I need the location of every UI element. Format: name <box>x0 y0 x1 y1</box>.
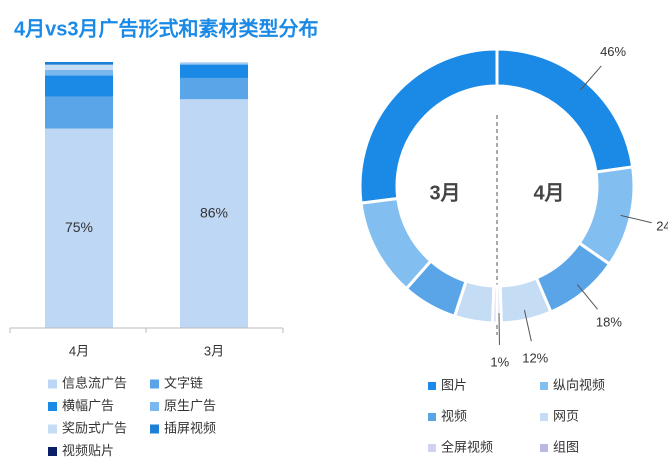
leader-line <box>579 65 602 91</box>
legend-marker <box>428 382 436 390</box>
legend-label: 视频贴片 <box>62 443 114 458</box>
leader-line <box>620 214 652 224</box>
donut-segment <box>495 284 503 325</box>
data-label: 12% <box>522 350 548 365</box>
legend-label: 奖励式广告 <box>62 420 127 435</box>
legend-label: 信息流广告 <box>62 375 127 390</box>
legend-marker <box>48 447 57 456</box>
bar-segment <box>180 63 248 65</box>
legend-marker <box>48 424 57 434</box>
legend-marker <box>540 444 548 452</box>
legend-label: 图片 <box>441 377 467 392</box>
legend-label: 组图 <box>553 439 579 454</box>
bar-segment <box>45 128 113 328</box>
bar-segment <box>180 64 248 78</box>
bar-segment <box>45 69 113 76</box>
legend-label: 原生广告 <box>164 398 216 413</box>
legend-marker <box>428 413 436 421</box>
legend-marker <box>540 413 548 421</box>
legend-label: 插屏视频 <box>164 420 216 435</box>
bar-segment <box>180 62 248 64</box>
bar-segment <box>45 62 113 65</box>
donut-segment <box>358 47 499 205</box>
legend-marker <box>428 444 436 452</box>
legend-label: 全屏视频 <box>441 439 493 454</box>
donut-segment <box>495 47 635 174</box>
bar-segment <box>180 77 248 100</box>
bar-segment <box>45 75 113 97</box>
chart-title: 4月vs3月广告形式和素材类型分布 <box>14 16 319 40</box>
data-label: 75% <box>65 219 93 235</box>
bar-segment <box>180 99 248 329</box>
data-label: 24% <box>656 218 668 233</box>
x-tick-label: 4月 <box>69 343 89 358</box>
legend-marker <box>48 379 57 389</box>
data-label: 1% <box>490 354 509 369</box>
x-tick-label: 3月 <box>204 343 224 358</box>
bar-segment <box>45 64 113 70</box>
legend-label: 文字链 <box>164 375 203 390</box>
data-label: 46% <box>600 44 626 59</box>
legend-marker <box>150 402 159 411</box>
center-label: 3月 <box>429 182 460 204</box>
leader-line <box>576 284 598 310</box>
legend-marker <box>150 424 159 434</box>
center-label: 4月 <box>533 182 564 204</box>
data-label: 86% <box>200 204 228 220</box>
legend-marker <box>150 379 159 389</box>
legend-label: 横幅广告 <box>62 398 114 413</box>
bar-segment <box>45 96 113 129</box>
legend-marker <box>540 382 548 390</box>
legend-marker <box>48 402 57 411</box>
leader-line <box>523 309 532 342</box>
legend-label: 网页 <box>553 408 579 423</box>
legend-label: 视频 <box>441 408 467 423</box>
legend-label: 纵向视频 <box>553 377 605 392</box>
data-label: 18% <box>596 315 622 330</box>
